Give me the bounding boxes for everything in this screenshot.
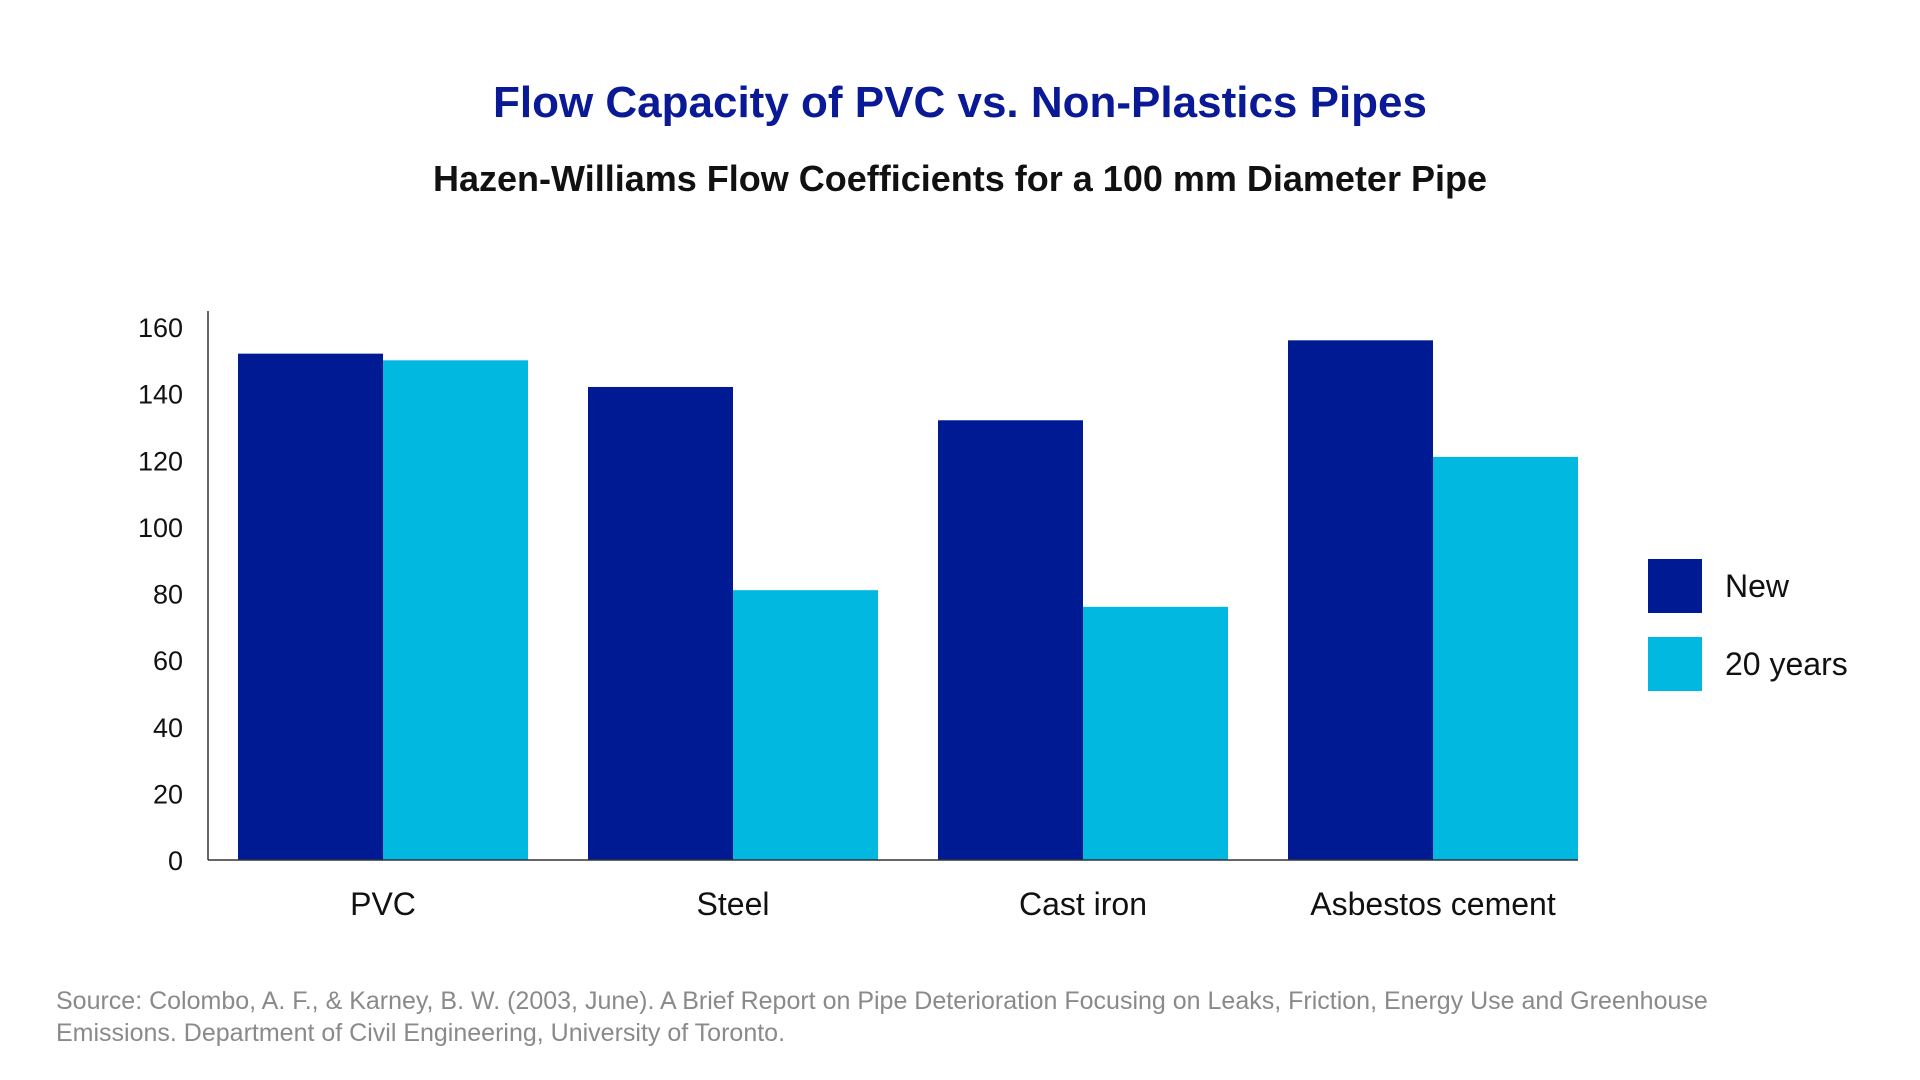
y-tick-label: 140 [138, 380, 183, 410]
y-tick-label: 100 [138, 513, 183, 543]
chart-subtitle: Hazen-Williams Flow Coefficients for a 1… [433, 158, 1487, 199]
legend-swatch-new [1648, 559, 1702, 613]
legend: New 20 years [1648, 559, 1848, 715]
x-tick-label-pvc: PVC [350, 886, 416, 922]
bars-layer [238, 340, 1578, 860]
legend-label-20-years: 20 years [1725, 645, 1848, 682]
source-note: Source: Colombo, A. F., & Karney, B. W. … [56, 987, 1708, 1047]
y-tick-label: 120 [138, 446, 183, 476]
bar-steel-new [588, 386, 733, 860]
y-tick-label: 80 [153, 580, 183, 610]
x-tick-label-steel: Steel [697, 886, 770, 922]
y-tick-label: 160 [138, 313, 183, 343]
legend-label-new: New [1725, 567, 1790, 604]
x-axis-ticks: PVC Steel Cast iron Asbestos cement [350, 886, 1556, 922]
bar-cast-iron-new [938, 420, 1083, 860]
legend-item-new: New [1648, 559, 1848, 613]
bar-asbestos-cement-new [1288, 340, 1433, 860]
bar-cast-iron-20-years [1083, 606, 1228, 860]
x-tick-label-cast-iron: Cast iron [1019, 886, 1147, 922]
y-tick-label: 60 [153, 646, 183, 676]
bar-pvc-20-years [383, 360, 528, 860]
chart-title: Flow Capacity of PVC vs. Non-Plastics Pi… [492, 78, 1428, 127]
bar-asbestos-cement-20-years [1433, 456, 1578, 860]
x-tick-label-asbestos-cement: Asbestos cement [1310, 886, 1556, 922]
bar-pvc-new [238, 353, 383, 860]
y-tick-label: 0 [168, 846, 183, 876]
y-tick-label: 20 [153, 779, 183, 809]
y-tick-label: 40 [153, 713, 183, 743]
bar-steel-20-years [733, 590, 878, 860]
legend-item-20-years: 20 years [1648, 637, 1848, 691]
y-axis-ticks: 0 20 40 60 80 100 120 140 160 [138, 313, 183, 876]
legend-swatch-20-years [1648, 637, 1702, 691]
